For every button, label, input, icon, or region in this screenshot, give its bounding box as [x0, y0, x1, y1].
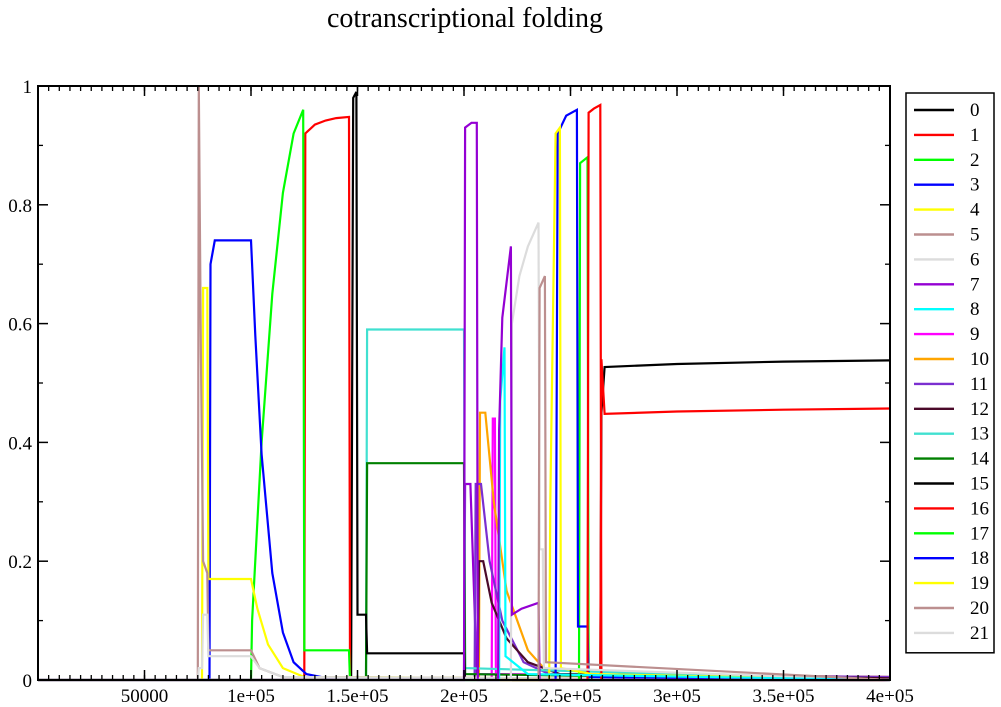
legend-label: 16	[970, 498, 989, 519]
legend-label: 9	[970, 324, 980, 345]
legend-label: 18	[970, 548, 989, 569]
y-tick-label: 0.6	[8, 315, 32, 336]
series-line-18	[38, 239, 890, 682]
y-tick-label: 0	[23, 671, 33, 692]
x-tick-label: 50000	[121, 686, 169, 707]
y-tick-label: 0.2	[8, 552, 32, 573]
legend-label: 14	[970, 449, 990, 470]
series-line-21	[38, 613, 891, 682]
x-tick-label: 1.5e+05	[327, 686, 389, 707]
legend-label: 5	[970, 225, 980, 246]
x-axis: 50000 1e+05 1.5e+05 2e+05 2.5e+05 3e+05 3.5e+0…	[121, 86, 914, 707]
plot-area	[38, 85, 891, 682]
series-line-17	[38, 109, 890, 682]
legend-label: 0	[970, 100, 980, 121]
legend-label: 15	[970, 474, 989, 495]
series-line-28	[38, 121, 890, 682]
legend-label: 12	[970, 399, 989, 420]
x-tick-label: 2.5e+05	[540, 686, 602, 707]
legend-label: 13	[970, 424, 989, 445]
legend-label: 21	[970, 623, 989, 644]
legend-label: 20	[970, 598, 989, 619]
plot-frame	[37, 85, 891, 681]
legend-label: 1	[970, 125, 980, 146]
legend-label: 2	[970, 150, 980, 171]
x-tick-label: 4e+05	[866, 686, 914, 707]
legend-label: 6	[970, 249, 980, 270]
legend-label: 4	[970, 200, 980, 221]
chart-title: cotranscriptional folding	[327, 3, 603, 34]
legend-label: 17	[970, 523, 989, 544]
legend-label: 19	[970, 573, 989, 594]
x-tick-label: 3.5e+05	[753, 686, 815, 707]
y-axis: 0 0.2 0.4 0.6 0.8 1	[8, 77, 890, 692]
x-tick-label: 1e+05	[227, 686, 275, 707]
legend-label: 8	[970, 299, 980, 320]
series-line-25	[38, 124, 891, 682]
x-tick-label: 2e+05	[440, 686, 488, 707]
legend-label: 3	[970, 175, 980, 196]
legend-label: 10	[970, 349, 989, 370]
y-tick-label: 0.4	[8, 433, 32, 454]
legend-label: 11	[970, 374, 988, 395]
legend-label: 7	[970, 274, 980, 295]
x-tick-label: 3e+05	[653, 686, 701, 707]
series-line-19	[38, 286, 891, 682]
y-tick-label: 1	[23, 77, 33, 98]
legend-box	[905, 92, 995, 654]
y-tick-label: 0.8	[8, 196, 32, 217]
